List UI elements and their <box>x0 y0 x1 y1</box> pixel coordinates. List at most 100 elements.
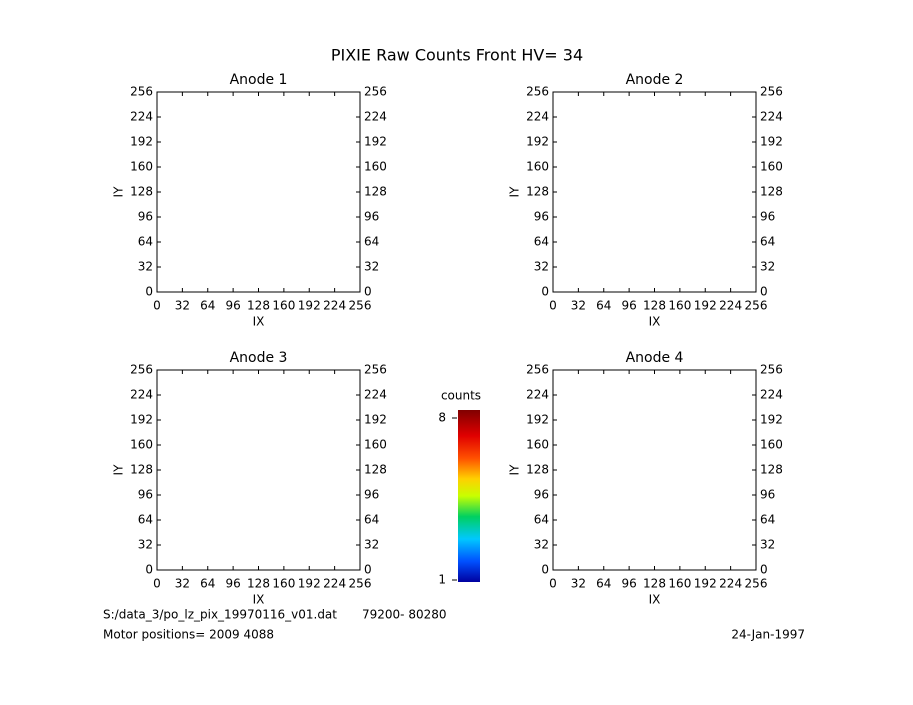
y-tick-label: 192 <box>130 413 153 427</box>
y-axis-label: IY <box>508 186 522 198</box>
x-tick-label: 128 <box>643 299 666 313</box>
colorbar-label: counts <box>441 389 481 403</box>
plot-frame <box>156 91 361 293</box>
frame-range: 79200- 80280 <box>362 608 447 622</box>
y-tick-label: 64 <box>534 235 549 249</box>
x-tick-label: 32 <box>571 299 586 313</box>
y-tick-label: 32 <box>138 260 153 274</box>
x-tick-label: 0 <box>549 299 557 313</box>
y-tick-label: 128 <box>526 463 549 477</box>
x-tick-label: 128 <box>247 299 270 313</box>
x-axis-label: IX <box>253 315 265 329</box>
x-tick-label: 0 <box>153 299 161 313</box>
y-tick-label: 64 <box>364 513 379 527</box>
x-tick-label: 32 <box>571 577 586 591</box>
y-tick-label: 192 <box>760 413 783 427</box>
y-tick-label: 0 <box>364 285 372 299</box>
y-tick-label: 256 <box>130 363 153 377</box>
x-tick-label: 160 <box>668 299 691 313</box>
y-tick-label: 224 <box>130 110 153 124</box>
y-tick-label: 224 <box>364 388 387 402</box>
y-tick-label: 160 <box>130 160 153 174</box>
x-tick-label: 64 <box>200 577 215 591</box>
x-tick-label: 224 <box>323 577 346 591</box>
y-tick-label: 192 <box>526 413 549 427</box>
x-axis-label: IX <box>649 315 661 329</box>
x-tick-label: 160 <box>668 577 691 591</box>
y-tick-label: 160 <box>364 160 387 174</box>
y-tick-label: 32 <box>760 538 775 552</box>
y-axis-label: IY <box>112 464 126 476</box>
y-tick-label: 192 <box>526 135 549 149</box>
y-tick-label: 96 <box>534 210 549 224</box>
x-tick-label: 128 <box>247 577 270 591</box>
x-tick-label: 32 <box>175 299 190 313</box>
y-tick-label: 64 <box>364 235 379 249</box>
y-tick-label: 32 <box>364 260 379 274</box>
date: 24-Jan-1997 <box>731 628 805 642</box>
y-tick-label: 0 <box>760 563 768 577</box>
y-tick-label: 0 <box>541 285 549 299</box>
y-tick-label: 96 <box>138 488 153 502</box>
y-tick-label: 256 <box>364 85 387 99</box>
plot-frame <box>552 91 757 293</box>
x-tick-label: 32 <box>175 577 190 591</box>
colorbar-tick-label: 8 <box>438 411 446 425</box>
x-tick-label: 192 <box>694 299 717 313</box>
x-tick-label: 64 <box>200 299 215 313</box>
y-tick-label: 256 <box>364 363 387 377</box>
x-tick-label: 256 <box>349 577 372 591</box>
y-tick-label: 64 <box>760 235 775 249</box>
panel-title: Anode 3 <box>230 350 288 366</box>
y-tick-label: 32 <box>534 538 549 552</box>
y-tick-label: 224 <box>526 110 549 124</box>
y-tick-label: 128 <box>760 463 783 477</box>
x-tick-label: 0 <box>549 577 557 591</box>
plot-frame <box>552 369 757 571</box>
y-tick-label: 160 <box>760 438 783 452</box>
y-tick-label: 64 <box>534 513 549 527</box>
x-tick-label: 96 <box>621 299 636 313</box>
y-tick-label: 128 <box>364 185 387 199</box>
y-tick-label: 256 <box>760 363 783 377</box>
y-tick-label: 96 <box>760 488 775 502</box>
y-tick-label: 256 <box>130 85 153 99</box>
x-tick-label: 192 <box>298 299 321 313</box>
y-tick-label: 128 <box>760 185 783 199</box>
x-tick-label: 96 <box>225 299 240 313</box>
y-tick-label: 192 <box>364 413 387 427</box>
y-axis-label: IY <box>112 186 126 198</box>
y-tick-label: 32 <box>534 260 549 274</box>
panel-title: Anode 2 <box>626 72 684 88</box>
y-tick-label: 96 <box>138 210 153 224</box>
y-tick-label: 0 <box>145 285 153 299</box>
x-tick-label: 160 <box>272 299 295 313</box>
y-tick-label: 0 <box>364 563 372 577</box>
x-axis-label: IX <box>649 593 661 607</box>
y-tick-label: 96 <box>364 488 379 502</box>
y-tick-label: 192 <box>364 135 387 149</box>
y-tick-label: 160 <box>526 160 549 174</box>
y-tick-label: 224 <box>760 388 783 402</box>
y-tick-label: 64 <box>760 513 775 527</box>
y-tick-label: 224 <box>364 110 387 124</box>
y-tick-label: 256 <box>526 363 549 377</box>
y-tick-label: 160 <box>526 438 549 452</box>
y-tick-label: 224 <box>760 110 783 124</box>
y-tick-label: 0 <box>541 563 549 577</box>
x-tick-label: 128 <box>643 577 666 591</box>
y-tick-label: 128 <box>130 185 153 199</box>
y-tick-label: 96 <box>364 210 379 224</box>
x-tick-label: 96 <box>621 577 636 591</box>
y-tick-label: 0 <box>760 285 768 299</box>
x-tick-label: 0 <box>153 577 161 591</box>
panel-title: Anode 4 <box>626 350 684 366</box>
y-tick-label: 32 <box>760 260 775 274</box>
y-tick-label: 224 <box>526 388 549 402</box>
y-tick-label: 64 <box>138 235 153 249</box>
y-tick-label: 128 <box>364 463 387 477</box>
y-tick-label: 128 <box>130 463 153 477</box>
y-tick-label: 32 <box>364 538 379 552</box>
y-tick-label: 192 <box>130 135 153 149</box>
